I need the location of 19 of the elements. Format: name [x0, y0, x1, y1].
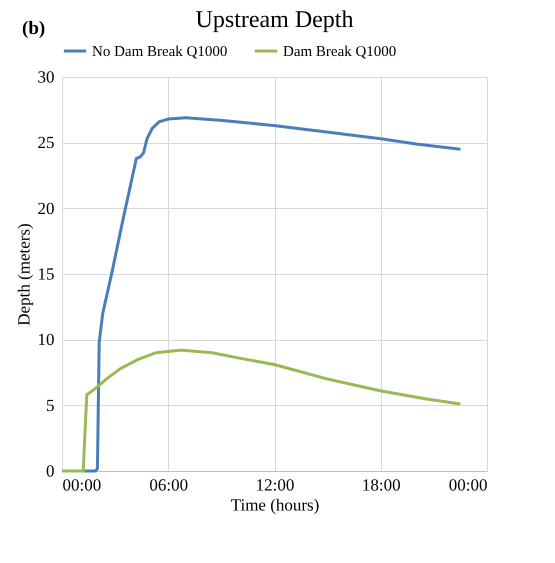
x-tick-label: 18:00	[362, 476, 401, 494]
y-axis-title: Depth (meters)	[14, 223, 34, 326]
y-tick-label: 5	[46, 396, 54, 415]
y-tick-label: 10	[38, 330, 54, 350]
legend-label: Dam Break Q1000	[283, 44, 396, 60]
x-tick-label: 06:00	[149, 476, 188, 494]
line-series	[60, 348, 462, 472]
x-tick-label: 00:00	[62, 476, 102, 494]
x-tick-label: 12:00	[256, 476, 294, 494]
text: (b)	[22, 18, 46, 40]
chart-title: Upstream Depth	[196, 7, 354, 33]
y-tick-label: 25	[38, 133, 54, 152]
y-tick-label: 0	[46, 462, 54, 480]
x-tick-label: 00:00	[448, 476, 488, 494]
y-tick-label: 30	[38, 68, 54, 86]
x-axis-title: Time (hours)	[230, 496, 320, 514]
y-tick-label: 15	[38, 264, 54, 284]
y-tick-label: 20	[38, 198, 54, 218]
legend-label: No Dam Break Q1000	[92, 44, 228, 60]
